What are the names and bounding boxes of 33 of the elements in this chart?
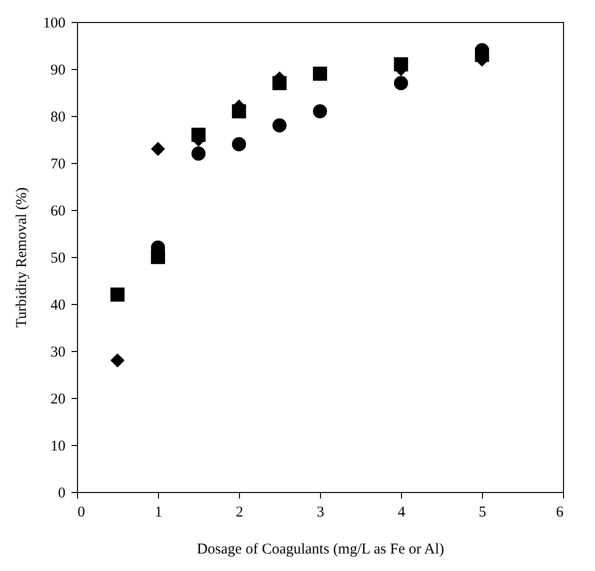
point — [272, 118, 287, 132]
point — [191, 128, 206, 142]
point — [394, 57, 408, 72]
x-tick-label: 5 — [478, 504, 486, 520]
point — [150, 142, 166, 156]
x-tick-label: 6 — [556, 504, 564, 520]
x-tick-label: 3 — [316, 504, 324, 520]
point — [394, 76, 408, 90]
x-axis-title: Dosage of Coagulants (mg/L as Fe or Al) — [196, 542, 444, 558]
point — [110, 353, 125, 368]
point — [312, 66, 328, 81]
x-tick-label: 0 — [78, 504, 85, 520]
y-tick-label: 10 — [50, 438, 66, 454]
x-tick-label: 2 — [236, 504, 244, 520]
point — [312, 104, 328, 118]
y-axis-title: Turbidity Removal (%) — [14, 187, 30, 328]
y-tick-label: 0 — [58, 486, 66, 502]
y-tick-label: 30 — [50, 344, 66, 360]
y-tick-label: 60 — [50, 204, 66, 220]
point — [110, 288, 125, 302]
point — [272, 76, 287, 90]
x-tick-label: 4 — [398, 504, 406, 520]
y-tick-label: 70 — [50, 156, 66, 172]
point — [191, 146, 206, 161]
y-tick-label: 80 — [50, 110, 66, 126]
y-tick-label: 20 — [50, 392, 66, 408]
y-tick-label: 90 — [50, 62, 66, 78]
y-tick-label: 50 — [50, 250, 66, 266]
point — [232, 137, 246, 152]
x-tick-label: 1 — [154, 504, 162, 520]
point — [232, 104, 246, 118]
y-tick-label: 100 — [43, 16, 66, 32]
y-tick-label: 40 — [50, 298, 66, 314]
